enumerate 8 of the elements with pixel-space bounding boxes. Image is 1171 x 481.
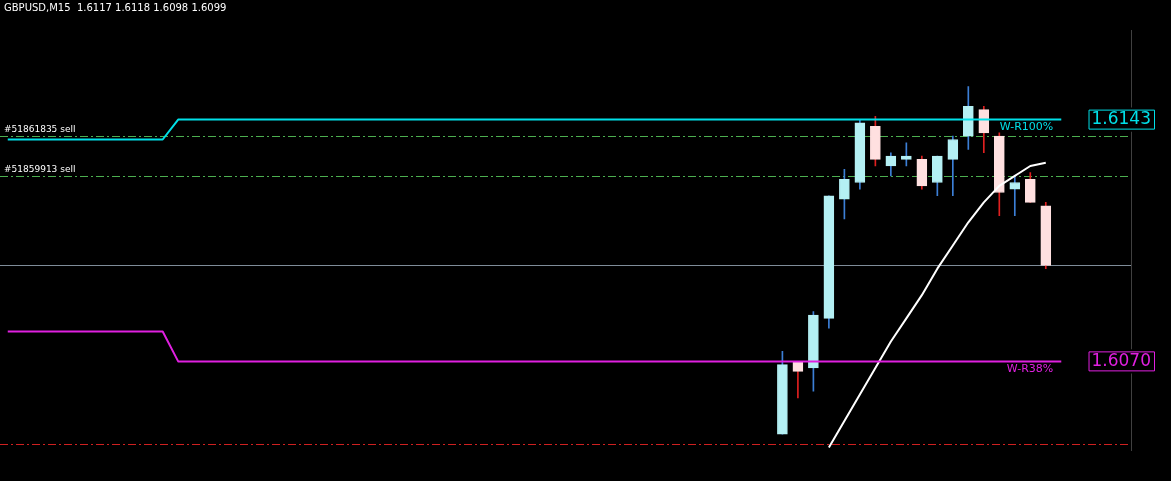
ref-line-label: #51859913 sell [4, 164, 76, 175]
series-label: W-R100% [999, 119, 1054, 133]
y-tick-label: 1.6143 [1091, 108, 1151, 129]
y-tick-label: 1.6070 [1091, 349, 1151, 370]
ref-line-label: #51861835 sell [4, 124, 76, 135]
series-label: W-R38% [1006, 361, 1054, 375]
chart-title: GBPUSD,M15 1.6117 1.6118 1.6098 1.6099 [4, 2, 227, 13]
candlestick [1009, 175, 1021, 216]
